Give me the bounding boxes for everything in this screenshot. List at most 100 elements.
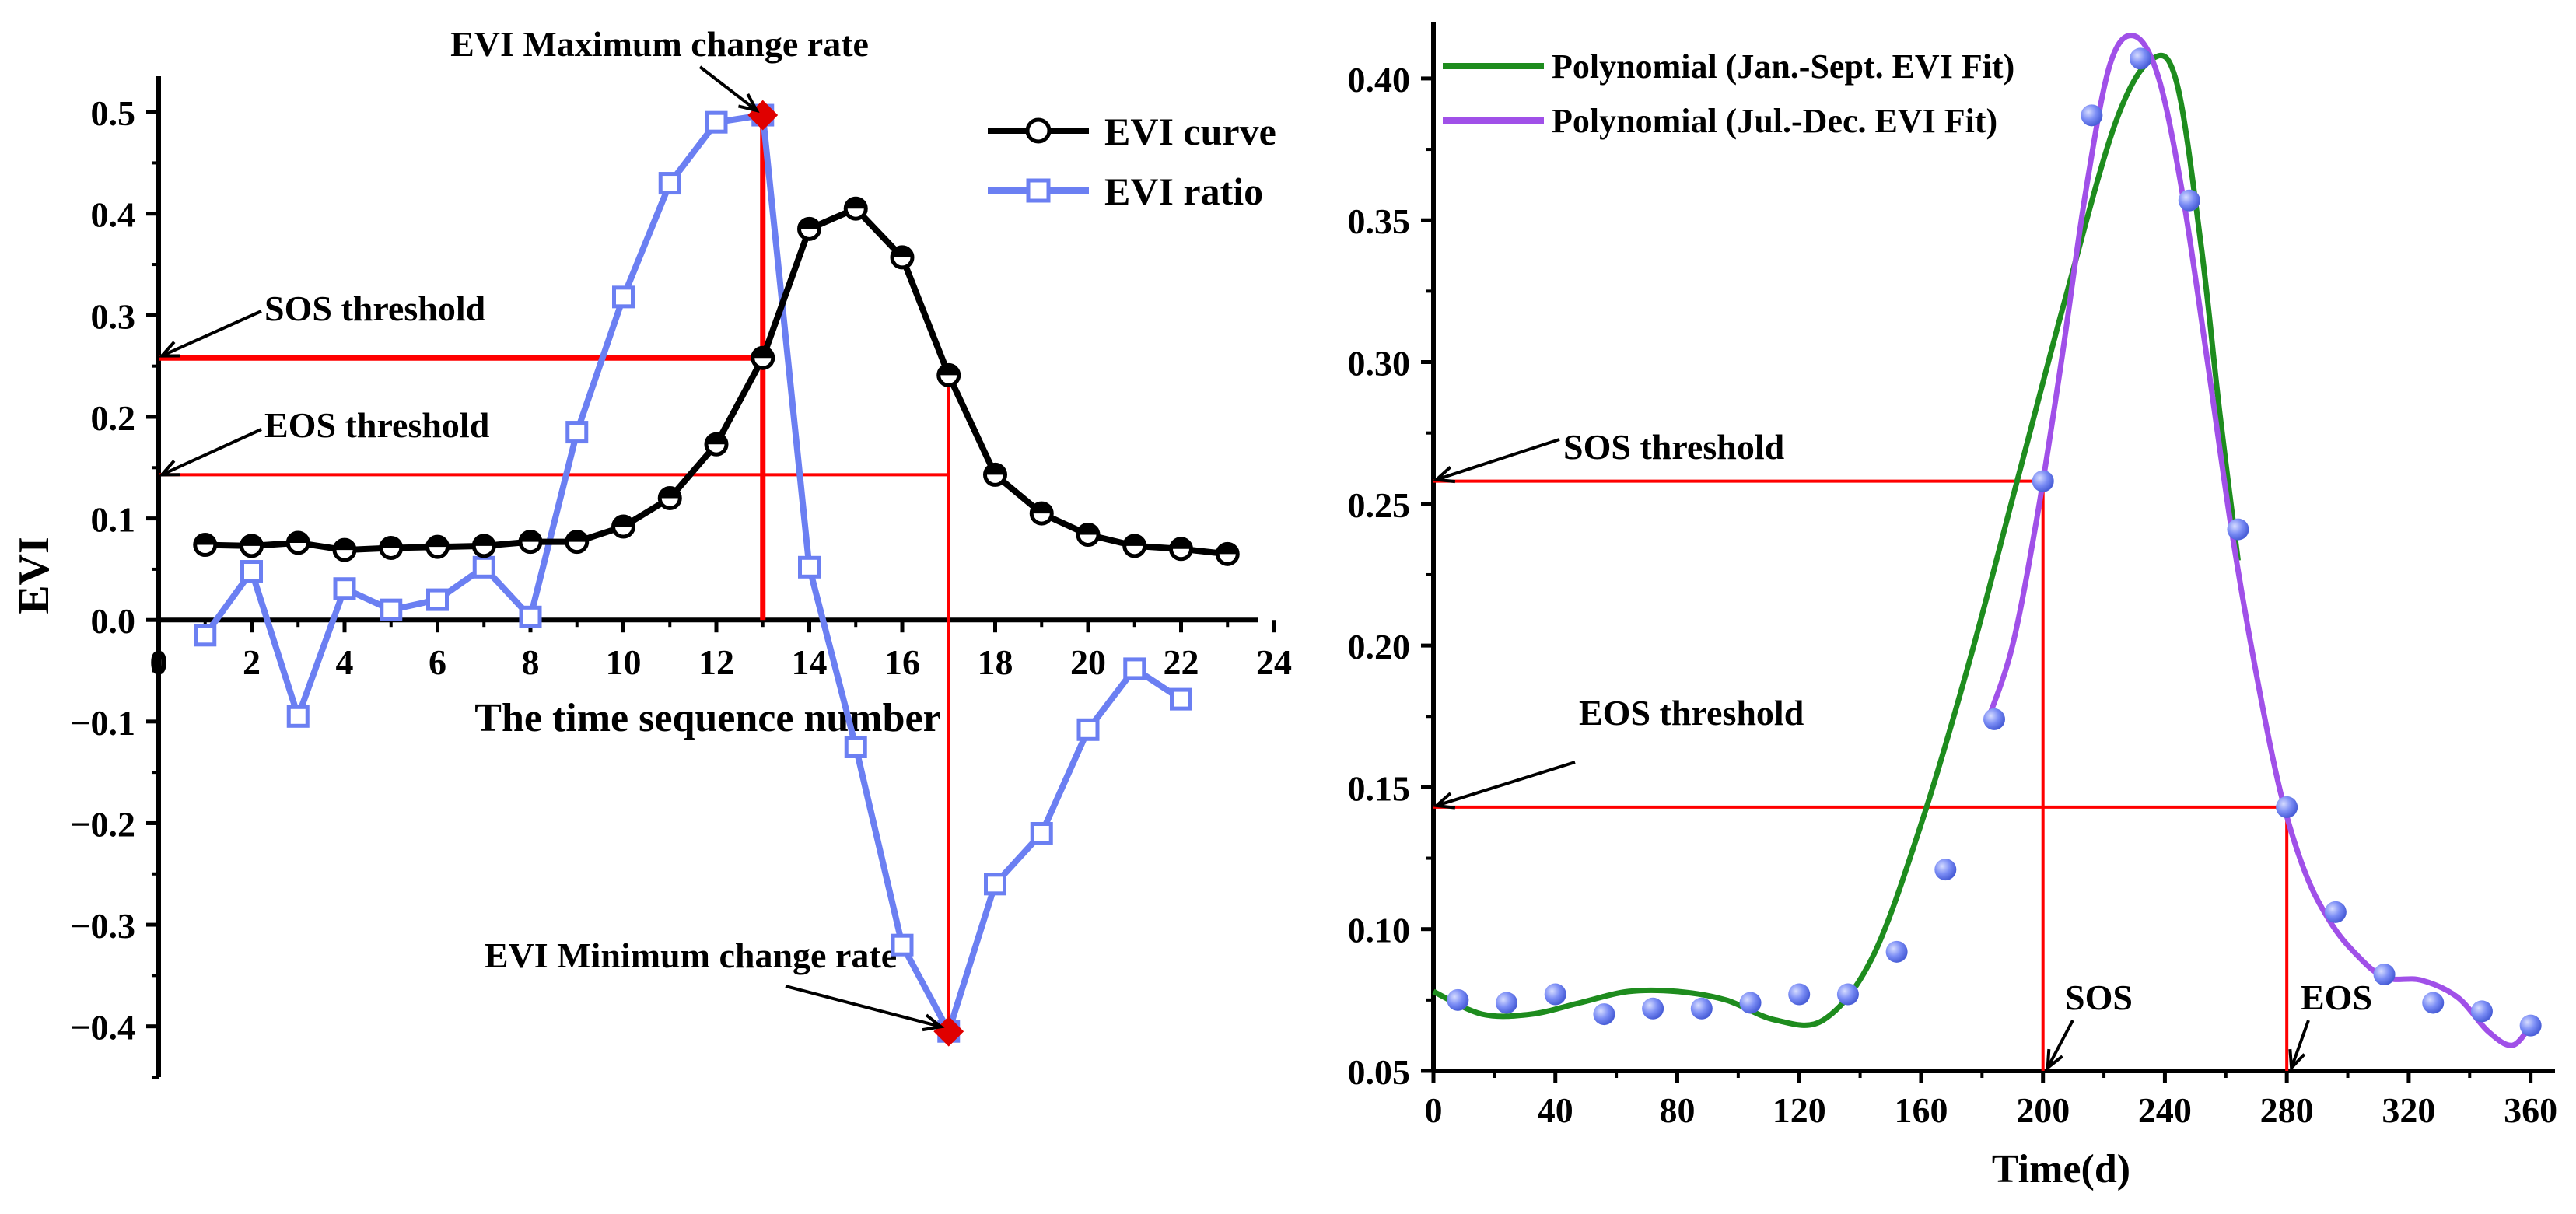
point-evi-curve-half: [288, 532, 309, 543]
point-evi-curve-half: [1124, 535, 1145, 546]
scatter-point-evi: [1983, 708, 2005, 730]
point-evi-ratio: [426, 588, 449, 611]
annotation-min-rate: EVI Minimum change rate: [485, 936, 897, 975]
point-evi-curve-half: [334, 540, 355, 551]
arrow-eos-day: [2290, 1020, 2310, 1069]
left-x-tick-label: 8: [522, 642, 540, 682]
right-x-tick-label: 200: [2016, 1090, 2070, 1130]
left-y-axis-label: EVI: [10, 537, 58, 614]
left-y-tick-label: 0.3: [91, 296, 136, 336]
left-x-tick-label: 12: [698, 642, 734, 682]
annotation-sos-threshold-right: SOS threshold: [1563, 427, 1785, 467]
right-x-tick-label: 160: [1894, 1090, 1948, 1130]
left-chart: EVI The time sequence number EVI Maximum…: [10, 24, 1292, 1079]
arrow-max-rate-head: [737, 93, 760, 114]
annotation-sos-threshold-left: SOS threshold: [264, 289, 486, 328]
left-x-tick-label: 2: [243, 642, 261, 682]
right-x-tick-label: 320: [2382, 1090, 2435, 1130]
scatter-point-evi: [2470, 1000, 2493, 1023]
point-evi-curve-half: [845, 198, 866, 209]
point-evi-curve-half: [799, 219, 820, 229]
point-evi-curve-half: [706, 434, 726, 445]
left-x-tick-label: 10: [606, 642, 642, 682]
left-x-tick-label: 24: [1256, 642, 1292, 682]
arrow-eos-threshold-left: [161, 428, 262, 477]
legend-marker-evi-ratio: [1026, 178, 1051, 203]
series-line-evi-curve: [205, 205, 1228, 558]
point-evi-curve-half: [1171, 538, 1192, 549]
annotation-eos-threshold-right: EOS threshold: [1579, 693, 1804, 733]
point-evi-ratio: [194, 624, 217, 647]
point-evi-ratio: [1123, 657, 1146, 680]
right-chart: Time(d) SOS threshold EOS threshold SOS …: [1348, 22, 2557, 1191]
left-y-tick-label: −0.4: [70, 1008, 135, 1048]
scatter-point-evi: [1690, 997, 1713, 1020]
scatter-point-evi: [2032, 470, 2054, 492]
left-y-tick-label: −0.1: [70, 703, 135, 743]
scatter-point-evi: [1885, 940, 1908, 963]
scatter-point-evi: [1593, 1003, 1615, 1026]
right-x-tick-label: 360: [2504, 1090, 2557, 1130]
scatter-point-evi: [1642, 997, 1664, 1020]
scatter-point-evi: [2227, 518, 2249, 541]
arrow-max-rate: [698, 65, 758, 112]
point-evi-curve-half: [660, 488, 681, 499]
point-evi-curve-half: [613, 516, 634, 527]
right-y-tick-label: 0.35: [1348, 201, 1411, 241]
legend-label-evi-ratio: EVI ratio: [1104, 170, 1263, 213]
series-line-jul-dec-fit: [1985, 33, 2533, 1048]
point-evi-ratio: [705, 110, 728, 134]
scatter-point-evi: [1836, 983, 1859, 1006]
point-evi-curve-half: [892, 247, 912, 257]
left-x-tick-label: 0: [150, 642, 168, 682]
right-y-tick-label: 0.30: [1348, 344, 1411, 383]
annotation-sos-day: SOS: [2065, 978, 2133, 1017]
scatter-point-evi: [1788, 983, 1811, 1006]
scatter-point-evi: [1496, 992, 1518, 1014]
series-line-jan-sept-fit: [1432, 52, 2241, 1028]
point-evi-curve-half: [752, 348, 773, 359]
point-evi-curve-half: [427, 537, 448, 548]
series-line-evi-ratio: [202, 112, 1183, 1035]
right-y-tick-label: 0.40: [1348, 60, 1411, 100]
scatter-point-evi: [2081, 104, 2103, 127]
point-evi-ratio: [519, 605, 542, 628]
left-y-tick-label: 0.2: [91, 398, 136, 438]
point-evi-ratio: [844, 735, 867, 758]
point-evi-curve-half: [1217, 544, 1238, 555]
point-evi-ratio: [798, 555, 821, 579]
arrow-min-rate: [785, 985, 942, 1029]
scatter-point-evi: [1934, 859, 1957, 881]
annotation-eos-day: EOS: [2301, 978, 2372, 1017]
right-y-tick-label: 0.25: [1348, 485, 1411, 525]
left-x-tick-label: 6: [429, 642, 446, 682]
point-evi-curve-half: [938, 365, 959, 376]
arrow-sos-day-head: [2046, 1048, 2063, 1072]
legend-label-jan-sept-fit: Polynomial (Jan.-Sept. EVI Fit): [1552, 47, 2014, 86]
arrow-sos-threshold-right: [1436, 438, 1560, 481]
left-x-tick-label: 18: [978, 642, 1013, 682]
right-y-tick-label: 0.05: [1348, 1052, 1411, 1092]
point-evi-curve-half: [1078, 524, 1098, 535]
point-evi-ratio: [240, 560, 263, 583]
point-evi-ratio: [984, 873, 1006, 896]
arrow-eos-threshold-right-head: [1433, 792, 1456, 810]
left-legend: EVI curve EVI ratio: [988, 110, 1276, 213]
point-evi-curve-half: [474, 535, 495, 546]
right-legend: Polynomial (Jan.-Sept. EVI Fit) Polynomi…: [1443, 47, 2014, 140]
arrow-sos-threshold-left-head: [158, 341, 181, 358]
point-evi-ratio: [612, 285, 635, 309]
left-x-tick-label: 14: [792, 642, 828, 682]
point-evi-curve-half: [194, 534, 215, 545]
scatter-point-evi: [2373, 964, 2396, 986]
right-x-tick-label: 120: [1773, 1090, 1826, 1130]
left-y-tick-label: −0.3: [70, 906, 135, 946]
arrow-min-rate-head: [922, 1013, 945, 1032]
left-x-tick-label: 22: [1164, 642, 1199, 682]
arrow-eos-threshold-right: [1436, 761, 1576, 807]
point-evi-curve-half: [566, 531, 587, 542]
right-x-tick-label: 80: [1659, 1090, 1695, 1130]
scatter-point-evi: [2519, 1014, 2542, 1037]
